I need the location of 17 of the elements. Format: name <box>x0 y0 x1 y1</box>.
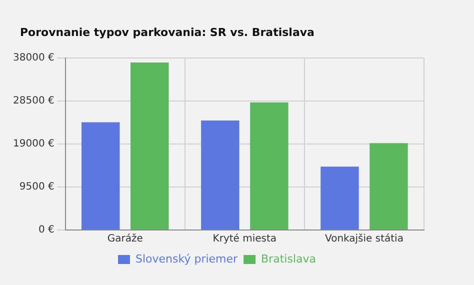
bar <box>250 102 288 230</box>
x-tick-label: Kryté miesta <box>212 234 277 245</box>
legend-label: Bratislava <box>261 252 316 266</box>
y-tick-label: 28500 € <box>12 96 54 107</box>
bar <box>320 166 359 230</box>
legend-label: Slovenský priemer <box>135 252 238 266</box>
bar <box>201 120 240 230</box>
bar <box>130 62 169 230</box>
y-tick-label: 9500 € <box>19 182 54 193</box>
y-tick-label: 19000 € <box>12 138 54 150</box>
bar <box>82 122 120 230</box>
x-tick-label: Vonkajšie státia <box>325 234 404 245</box>
y-tick-label: 0 € <box>38 224 54 236</box>
x-tick-label: Garáže <box>107 234 143 245</box>
y-tick-label: 38000 € <box>12 52 54 64</box>
bar <box>370 143 408 230</box>
chart-title: Porovnanie typov parkovania: SR vs. Bratislava <box>20 26 314 39</box>
